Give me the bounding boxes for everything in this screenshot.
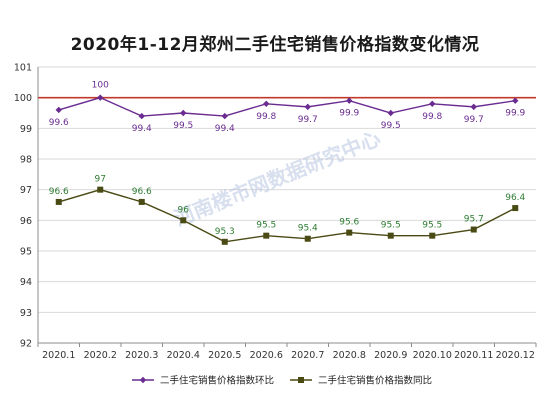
data-point	[470, 226, 477, 233]
data-point	[263, 100, 270, 107]
data-point	[470, 103, 477, 111]
data-point	[512, 205, 519, 212]
x-tick-label: 2020.12	[496, 350, 535, 361]
x-tick-label: 2020.4	[167, 350, 200, 361]
data-label: 97	[95, 175, 106, 185]
data-point	[346, 97, 353, 104]
x-tick-label: 2020.6	[250, 350, 283, 361]
y-tick-label: 93	[20, 308, 32, 319]
chart-title: 2020年1-12月郑州二手住宅销售价格指数变化情况	[70, 35, 480, 55]
data-point	[97, 94, 104, 101]
data-label: 95.3	[215, 227, 235, 237]
data-point	[180, 217, 187, 224]
data-label: 96.4	[505, 193, 525, 203]
x-tick-label: 2020.7	[291, 350, 324, 361]
y-tick-label: 99	[20, 124, 32, 135]
y-tick-label: 98	[20, 155, 32, 166]
x-tick-label: 2020.10	[413, 350, 452, 361]
y-tick-label: 96	[20, 216, 32, 227]
data-label: 99.5	[381, 121, 401, 131]
data-label: 95.4	[298, 224, 318, 234]
data-point	[512, 97, 519, 104]
data-label: 95.5	[256, 221, 276, 231]
data-point	[180, 109, 187, 117]
x-tick-label: 2020.8	[333, 350, 366, 361]
data-point	[304, 235, 311, 242]
data-point	[429, 100, 436, 107]
data-label: 96.6	[49, 187, 69, 197]
x-tick-label: 2020.5	[208, 350, 241, 361]
data-point	[55, 106, 62, 114]
legend-marker	[298, 377, 304, 383]
data-label: 96.6	[132, 187, 152, 197]
y-tick-label: 97	[20, 185, 32, 196]
data-point	[429, 232, 436, 239]
data-label: 99.4	[132, 124, 152, 134]
data-point	[387, 109, 394, 117]
data-label: 96	[178, 205, 190, 215]
legend-label: 二手住宅销售价格指数同比	[318, 375, 432, 387]
x-tick-label: 2020.3	[125, 350, 158, 361]
x-tick-label: 2020.11	[454, 350, 493, 361]
data-label: 95.7	[464, 215, 484, 225]
series-line-1	[58, 96, 516, 117]
legend-marker	[139, 376, 147, 384]
series-line-2	[58, 188, 516, 243]
y-tick-label: 92	[20, 339, 32, 350]
data-point	[346, 229, 353, 236]
data-point	[97, 186, 104, 193]
data-label: 95.5	[381, 221, 401, 231]
y-tick-label: 95	[20, 247, 32, 258]
data-label: 99.6	[49, 118, 69, 128]
y-tick-label: 100	[14, 93, 32, 104]
data-label: 99.5	[173, 121, 193, 131]
data-point	[138, 198, 145, 205]
x-tick-label: 2020.1	[42, 350, 75, 361]
data-point	[221, 238, 228, 245]
y-tick-label: 101	[14, 63, 32, 74]
watermark: 河南楼市网数据研究中心	[171, 126, 384, 231]
data-point	[304, 103, 311, 111]
legend-label: 二手住宅销售价格指数环比	[160, 375, 274, 387]
data-point	[138, 112, 145, 120]
data-point	[387, 232, 394, 239]
x-tick-label: 2020.9	[374, 350, 407, 361]
data-label: 99.8	[422, 112, 442, 122]
data-label: 99.4	[215, 124, 235, 134]
data-label: 99.9	[505, 109, 525, 119]
data-label: 99.8	[256, 112, 276, 122]
data-point	[263, 232, 270, 239]
data-point	[221, 112, 228, 120]
data-label: 99.7	[298, 115, 318, 125]
data-label: 99.7	[464, 115, 484, 125]
data-point	[55, 198, 62, 205]
data-label: 99.9	[339, 109, 359, 119]
y-tick-label: 94	[20, 277, 32, 288]
data-label: 95.6	[339, 218, 359, 228]
data-label: 95.5	[422, 221, 442, 231]
x-tick-label: 2020.2	[84, 350, 117, 361]
data-label: 100	[92, 81, 109, 91]
